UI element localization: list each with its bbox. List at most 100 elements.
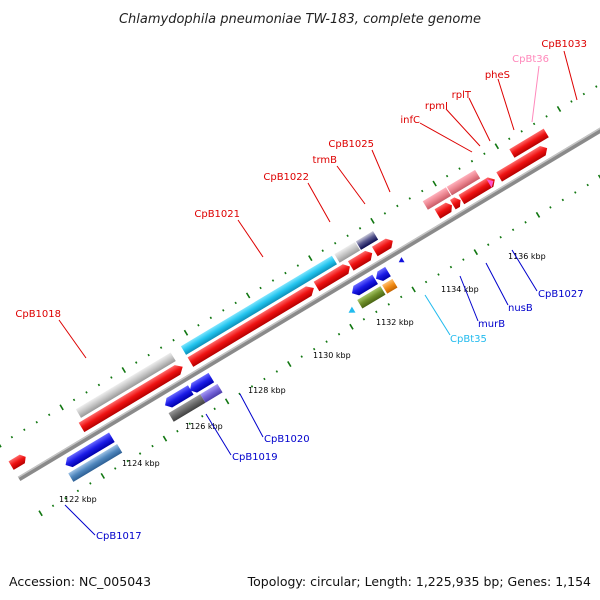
- minor-tick: [396, 204, 399, 208]
- major-tick: [308, 255, 313, 262]
- minor-tick: [383, 212, 387, 215]
- label-murb: murB: [478, 319, 505, 330]
- scale-label-1122: 1122 kbp: [59, 495, 97, 504]
- minor-tick: [197, 324, 200, 327]
- label-cpb1017: CpB1017: [96, 531, 142, 542]
- major-tick: [38, 510, 43, 517]
- forward-gene-labels: CpB1018 CpB1021 CpB1022 trmB CpB1025 inf…: [15, 39, 587, 320]
- minor-tick: [213, 407, 216, 411]
- minor-tick: [574, 191, 577, 194]
- minor-tick: [126, 459, 129, 463]
- trna-cpbt36: [486, 179, 494, 188]
- minor-tick: [445, 174, 449, 178]
- label-cpb1025: CpB1025: [328, 139, 374, 150]
- minor-tick: [296, 264, 300, 267]
- minor-tick: [85, 391, 88, 394]
- accession-text: Accession: NC_005043: [9, 574, 151, 589]
- minor-tick: [201, 414, 204, 418]
- minor-tick: [424, 280, 428, 284]
- minor-tick: [561, 198, 565, 202]
- scale-label-1136: 1136 kbp: [508, 252, 546, 261]
- major-tick: [121, 367, 127, 374]
- minor-tick: [483, 152, 486, 155]
- minor-tick: [250, 385, 254, 388]
- label-nusb: nusB: [508, 303, 533, 314]
- minor-tick: [10, 435, 14, 439]
- label-cpbt36: CpBt36: [512, 54, 549, 65]
- gene-cpb1025: [355, 231, 393, 257]
- major-tick: [287, 361, 292, 368]
- gene-cpb1022: [313, 264, 350, 292]
- label-phes: pheS: [485, 70, 510, 81]
- minor-tick: [524, 221, 527, 224]
- minor-tick: [275, 370, 279, 373]
- minor-tick: [76, 489, 80, 493]
- minor-tick: [346, 234, 349, 238]
- minor-tick: [151, 444, 154, 448]
- label-cpb1022: CpB1022: [263, 172, 309, 183]
- minor-tick: [532, 122, 536, 126]
- minor-tick: [362, 318, 366, 321]
- gene-cpb1033: [496, 128, 549, 182]
- summary-text: Topology: circular; Length: 1,225,935 bp…: [247, 574, 591, 589]
- minor-tick: [89, 482, 92, 485]
- major-tick: [556, 105, 562, 112]
- major-tick: [224, 398, 230, 405]
- minor-tick: [271, 279, 275, 282]
- label-leader-lines: [58, 50, 578, 536]
- minor-tick: [582, 92, 586, 96]
- major-tick: [245, 292, 251, 299]
- scale-labels: 1122 kbp 1124 kbp 1126 kbp 1128 kbp 1130…: [59, 252, 546, 504]
- label-cpb1020: CpB1020: [264, 434, 310, 445]
- minor-tick: [114, 467, 117, 470]
- minor-tick: [209, 316, 213, 320]
- minor-tick: [35, 420, 38, 424]
- major-tick: [494, 143, 500, 150]
- minor-tick: [458, 167, 461, 170]
- major-tick: [535, 211, 541, 218]
- minor-tick: [337, 332, 341, 336]
- major-tick: [432, 180, 437, 187]
- label-cpb1019: CpB1019: [232, 452, 278, 463]
- minor-tick: [408, 197, 411, 200]
- minor-tick: [97, 383, 101, 387]
- gene-cpb1018: [75, 352, 183, 433]
- minor-tick: [400, 295, 403, 299]
- scale-label-1126: 1126 kbp: [185, 422, 223, 431]
- minor-tick: [549, 206, 552, 209]
- minor-tick: [508, 137, 511, 141]
- major-tick: [0, 441, 2, 448]
- label-cpb1027: CpB1027: [538, 289, 584, 300]
- minor-tick: [375, 310, 378, 314]
- minor-tick: [110, 376, 113, 379]
- major-tick: [597, 174, 600, 181]
- reverse-gene-labels: CpB1017 CpB1019 CpB1020 CpBt35 murB nusB…: [96, 289, 584, 542]
- minor-tick: [586, 183, 589, 187]
- label-cpb1033: CpB1033: [541, 39, 587, 50]
- major-tick: [370, 217, 375, 224]
- scale-label-1134: 1134 kbp: [441, 285, 479, 294]
- minor-tick: [259, 286, 262, 290]
- minor-tick: [487, 243, 490, 246]
- reverse-strand-genes: [65, 257, 405, 482]
- scale-label-1132: 1132 kbp: [376, 318, 414, 327]
- gene-forward-edge: [8, 454, 26, 470]
- major-tick: [473, 249, 479, 256]
- minor-tick: [47, 413, 51, 417]
- map-title: Chlamydophila pneumoniae TW-183, complet…: [119, 12, 481, 27]
- forward-tick-track: [0, 85, 598, 448]
- minor-tick: [172, 338, 175, 342]
- minor-tick: [23, 428, 26, 431]
- minor-tick: [333, 241, 337, 245]
- major-tick: [100, 472, 106, 479]
- minor-tick: [449, 265, 453, 269]
- label-cpbt35: CpBt35: [450, 334, 487, 345]
- minor-tick: [312, 347, 316, 351]
- minor-tick: [470, 159, 474, 163]
- trna-cpbt35: [348, 306, 356, 313]
- scale-label-1128: 1128 kbp: [248, 386, 286, 395]
- label-rpmi: rpmI: [425, 101, 448, 112]
- minor-tick: [325, 340, 328, 343]
- minor-tick: [159, 346, 163, 349]
- label-infc: infC: [400, 115, 420, 126]
